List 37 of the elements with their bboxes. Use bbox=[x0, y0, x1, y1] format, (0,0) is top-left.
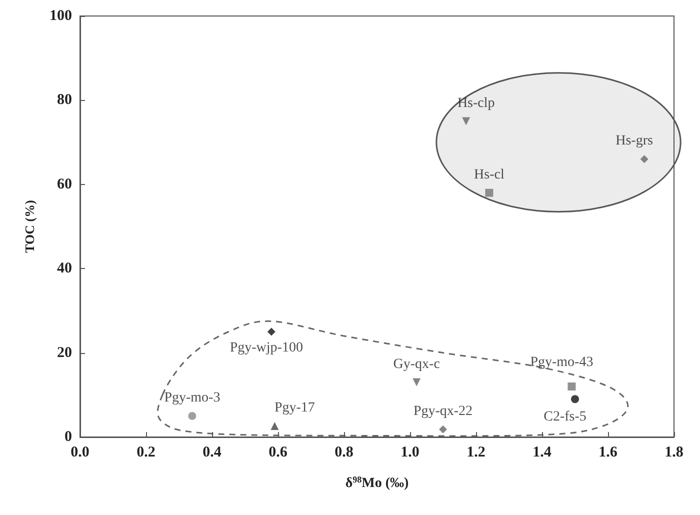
point bbox=[568, 382, 576, 390]
series-label: Pgy-qx-22 bbox=[413, 404, 473, 419]
x-tick-label: 0.2 bbox=[136, 444, 156, 460]
series-label: Pgy-mo-43 bbox=[530, 354, 594, 370]
y-tick-label: 20 bbox=[57, 344, 72, 361]
x-tick-label: 1.8 bbox=[664, 444, 684, 460]
series-label: Pgy-mo-3 bbox=[164, 390, 220, 406]
x-tick-label: 0.6 bbox=[268, 444, 288, 460]
point bbox=[485, 188, 494, 197]
y-tick-label: 100 bbox=[50, 8, 72, 24]
x-tick-label: 1.4 bbox=[532, 444, 552, 460]
series-label: Hs-clp bbox=[457, 96, 495, 111]
y-tick-label: 60 bbox=[57, 176, 72, 192]
y-tick-label: 0 bbox=[64, 429, 72, 445]
y-tick-label: 40 bbox=[57, 260, 72, 277]
point bbox=[439, 425, 447, 434]
x-tick-label: 1.0 bbox=[400, 444, 420, 460]
series-label: Hs-grs bbox=[616, 134, 653, 149]
x-tick-label: 1.6 bbox=[598, 444, 618, 460]
x-tick-label: 0.8 bbox=[334, 444, 354, 460]
point bbox=[462, 117, 470, 126]
point bbox=[571, 395, 579, 404]
series-label: Hs-cl bbox=[474, 167, 504, 182]
y-axis-title: TOC (%) bbox=[22, 200, 37, 253]
series-label: Pgy-wjp-100 bbox=[230, 340, 303, 356]
x-tick-label: 1.2 bbox=[466, 444, 486, 460]
x-tick-label: 0.4 bbox=[202, 444, 222, 460]
y-tick-label: 80 bbox=[57, 92, 72, 108]
point bbox=[640, 155, 648, 164]
point bbox=[412, 378, 421, 386]
point bbox=[267, 328, 276, 336]
series-label: Gy-qx-c bbox=[393, 356, 440, 372]
point bbox=[188, 412, 196, 420]
series-label: Pgy-17 bbox=[274, 400, 315, 416]
series-label: C2-fs-5 bbox=[544, 410, 586, 425]
x-tick-label: 0.0 bbox=[70, 444, 90, 460]
point bbox=[270, 422, 279, 430]
